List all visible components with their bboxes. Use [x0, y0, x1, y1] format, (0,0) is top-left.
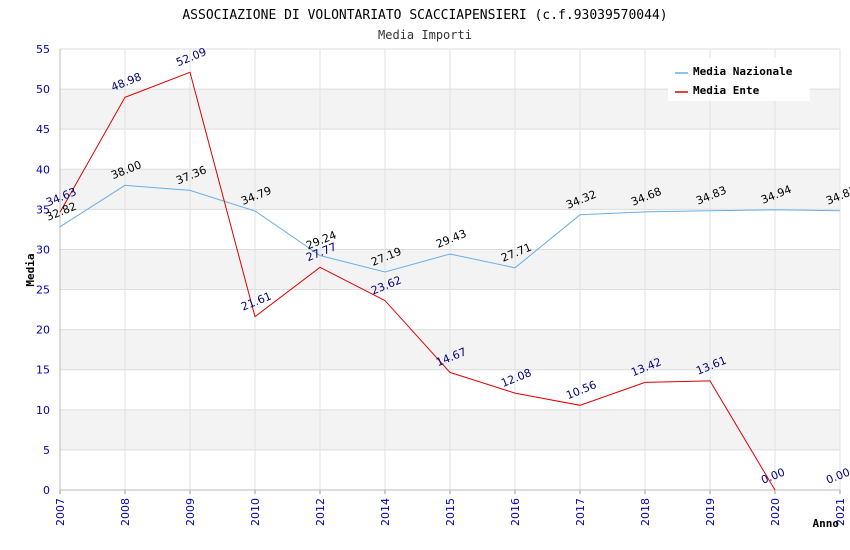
x-tick-label: 2019 — [704, 498, 717, 526]
x-tick-label: 2015 — [444, 498, 457, 526]
y-tick-label: 25 — [36, 284, 50, 297]
x-tick-label: 2008 — [119, 498, 132, 526]
x-tick-label: 2009 — [184, 498, 197, 526]
x-tick-label: 2012 — [314, 498, 327, 526]
series-line-media-nazionale — [59, 184, 841, 273]
y-tick-label: 45 — [36, 123, 50, 136]
y-tick-label: 10 — [36, 404, 50, 417]
x-axis-ticks: 2007 2008 2009 2010 2012 2014 2015 2016 2017 2018… — [54, 498, 847, 526]
legend-label-media-ente: Media Ente — [693, 84, 760, 97]
y-axis-label: Media — [24, 253, 37, 286]
axes — [59, 49, 841, 494]
x-tick-label: 2017 — [574, 498, 587, 526]
series-line-media-ente — [59, 71, 776, 491]
y-tick-label: 50 — [36, 83, 50, 96]
legend: Media Nazionale Media Ente — [668, 58, 810, 101]
x-tick-label: 2007 — [54, 498, 67, 526]
y-tick-label: 55 — [36, 43, 50, 56]
x-tick-label: 2018 — [639, 498, 652, 526]
x-tick-label: 2014 — [379, 498, 392, 526]
y-tick-label: 20 — [36, 324, 50, 337]
legend-label-media-nazionale: Media Nazionale — [693, 65, 793, 78]
chart-title: ASSOCIAZIONE DI VOLONTARIATO SCACCIAPENS… — [182, 8, 667, 23]
y-tick-label: 35 — [36, 203, 50, 216]
y-tick-label: 30 — [36, 243, 50, 256]
x-tick-label: 2021 — [834, 498, 847, 526]
x-tick-label: 2016 — [509, 498, 522, 526]
y-tick-label: 0 — [43, 484, 50, 497]
legend-box — [668, 58, 810, 101]
y-axis-ticks: 0 5 10 15 20 25 30 35 40 45 50 55 — [36, 43, 50, 497]
series-lines — [59, 71, 841, 491]
y-tick-label: 40 — [36, 163, 50, 176]
y-tick-label: 5 — [43, 444, 50, 457]
chart-subtitle: Media Importi — [378, 28, 472, 42]
y-tick-label: 15 — [36, 364, 50, 377]
x-axis-label: Anno — [813, 517, 840, 530]
x-tick-label: 2020 — [769, 498, 782, 526]
x-tick-label: 2010 — [249, 498, 262, 526]
